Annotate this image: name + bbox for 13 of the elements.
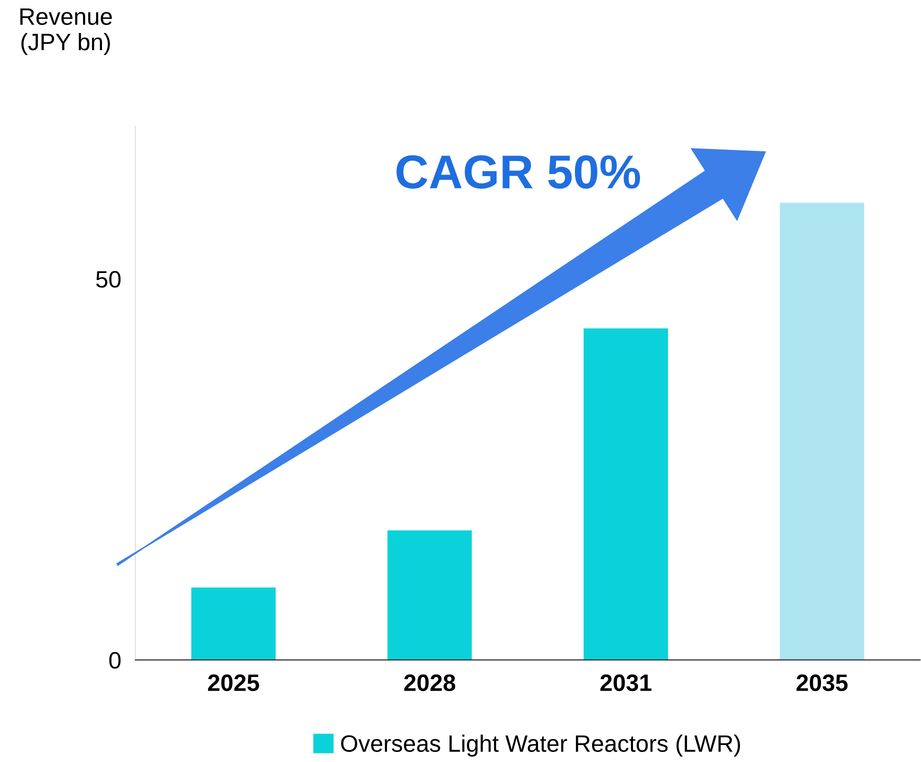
- bar: [387, 530, 472, 660]
- x-tick-label: 2031: [600, 674, 652, 692]
- y-tick-label: 0: [109, 652, 121, 669]
- x-tick-label: 2028: [404, 674, 456, 692]
- bar: [584, 328, 668, 660]
- y-tick-label: 50: [96, 270, 121, 288]
- x-tick-label: 2025: [208, 674, 260, 692]
- legend-label: Overseas Light Water Reactors (LWR): [341, 734, 740, 757]
- annotation: CAGR 50%: [396, 155, 640, 189]
- bar: [191, 588, 276, 660]
- x-tick-label: 2035: [796, 674, 848, 692]
- bar: [780, 202, 864, 660]
- y-axis-title: Revenue (JPY bn): [20, 8, 112, 56]
